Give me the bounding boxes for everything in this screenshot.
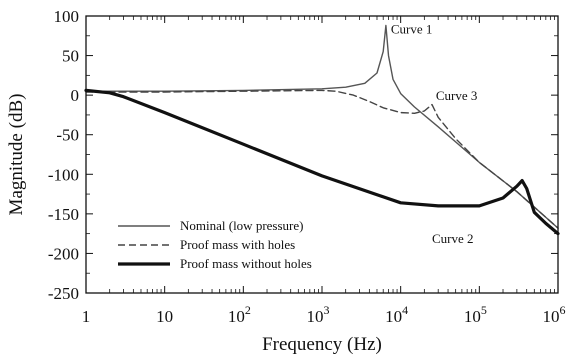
x-tick-label: 103 — [307, 303, 330, 326]
y-axis-label: Magnitude (dB) — [6, 94, 27, 216]
x-tick-base: 1 — [82, 307, 91, 326]
x-tick-exponent: 5 — [481, 303, 487, 317]
series-line-2 — [85, 89, 559, 229]
legend: Nominal (low pressure) Proof mass with ho… — [118, 218, 312, 271]
plot-frame — [85, 15, 559, 294]
y-tick-label: -50 — [56, 126, 79, 145]
x-tick-exponent: 6 — [560, 303, 566, 317]
x-tick-base: 10 — [307, 307, 324, 326]
x-tick-base: 10 — [385, 307, 402, 326]
y-tick-label: -250 — [48, 284, 79, 303]
x-tick-base: 10 — [156, 307, 173, 326]
x-tick-label: 106 — [543, 303, 566, 326]
x-tick-base: 10 — [543, 307, 560, 326]
series-layer — [84, 24, 560, 236]
x-tick-label: 104 — [385, 303, 408, 326]
series-line-3 — [84, 88, 560, 236]
annotations-layer: Curve 1 Curve 3 Curve 2 — [391, 21, 478, 246]
y-tick-label: -150 — [48, 205, 79, 224]
x-tick-label: 10 — [156, 307, 173, 326]
legend-label-3: Proof mass without holes — [180, 256, 312, 271]
legend-label-1: Nominal (low pressure) — [180, 218, 303, 233]
x-axis-label: Frequency (Hz) — [262, 334, 382, 355]
x-tick-base: 10 — [464, 307, 481, 326]
legend-label-2: Proof mass with holes — [180, 237, 295, 252]
curve-annotation-2: Curve 3 — [436, 88, 478, 103]
x-tick-label: 1 — [82, 307, 91, 326]
curve-annotation-3: Curve 2 — [432, 231, 474, 246]
x-tick-base: 10 — [228, 307, 245, 326]
y-tick-label: -100 — [48, 165, 79, 184]
x-tick-label: 105 — [464, 303, 487, 326]
curve-annotation-1: Curve 1 — [391, 21, 433, 36]
y-tick-label: -200 — [48, 244, 79, 263]
x-tick-exponent: 4 — [402, 303, 408, 317]
y-tick-label: 50 — [62, 47, 79, 66]
x-tick-exponent: 3 — [324, 303, 330, 317]
series-line-1 — [85, 24, 559, 229]
ticks-layer: 1 10 102 103 104 105 106100500-50-100-150-200-… — [48, 7, 566, 326]
y-tick-label: 100 — [54, 7, 80, 26]
y-tick-label: 0 — [71, 86, 80, 105]
x-tick-label: 102 — [228, 303, 251, 326]
x-tick-exponent: 2 — [245, 303, 251, 317]
